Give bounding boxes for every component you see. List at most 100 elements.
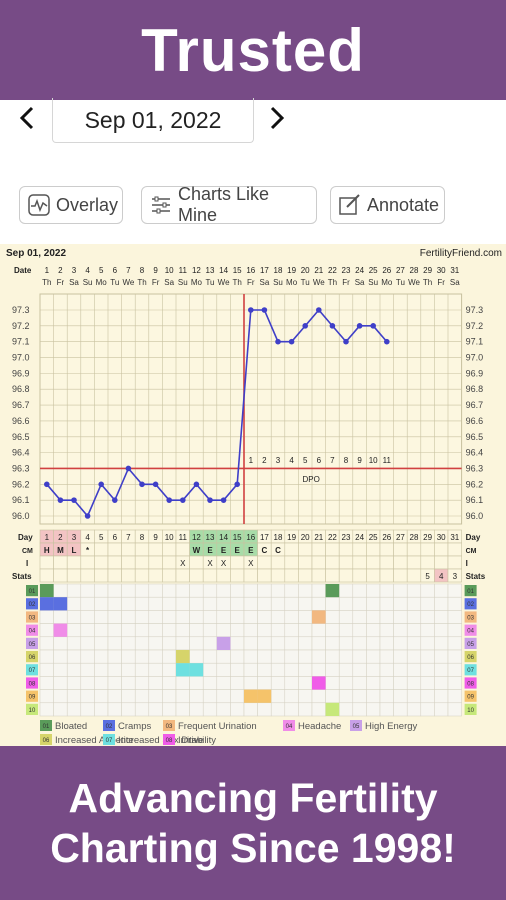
symptom-cell <box>311 583 326 598</box>
stat-code-right: 08 <box>467 681 474 687</box>
symptom-cell <box>406 649 422 664</box>
charts-like-mine-button[interactable]: Charts Like Mine <box>141 184 317 225</box>
symptom-cell <box>230 610 245 624</box>
date-tick: 28 <box>410 266 419 275</box>
symptom-cell <box>80 596 95 611</box>
y-tick-right: 96.9 <box>466 368 484 378</box>
symptom-cell <box>284 583 299 598</box>
symptom-cell <box>162 583 177 598</box>
stats-cell <box>366 568 381 583</box>
symptom-cell <box>175 583 190 598</box>
day-number: 5 <box>99 533 104 542</box>
symptom-cell <box>420 583 435 598</box>
stat-code-swatch-left <box>26 677 38 689</box>
next-date-button[interactable] <box>262 104 292 136</box>
cm-row-label: CM <box>22 548 33 555</box>
promo-headline: Trusted <box>141 16 365 84</box>
i-cell <box>80 555 95 570</box>
symptom-cell <box>148 610 163 624</box>
symptom-cell <box>406 583 422 598</box>
symptom-cell <box>420 610 435 624</box>
previous-date-button[interactable] <box>12 104 42 136</box>
day-number: 24 <box>355 533 364 542</box>
legend-swatch <box>103 734 115 745</box>
symptom-cell <box>121 596 136 611</box>
symptom-cell <box>230 702 245 717</box>
symptom-cell <box>107 702 122 717</box>
i-cell <box>39 555 54 570</box>
i-cell <box>434 555 449 570</box>
symptom-cell <box>379 702 394 717</box>
stat-code-left: 06 <box>29 655 36 661</box>
symptom-cell <box>366 676 381 690</box>
annotate-button[interactable]: Annotate <box>330 186 445 224</box>
symptom-cell <box>325 662 340 677</box>
legend-code: 08 <box>166 738 173 744</box>
symptom-cell <box>393 636 408 651</box>
i-cell <box>447 555 462 570</box>
symptom-cell <box>434 649 449 664</box>
symptom-cell <box>270 636 286 651</box>
symptom-cell <box>311 623 326 638</box>
weekday-tick: Sa <box>450 278 460 287</box>
i-cell <box>134 555 150 570</box>
stats-cell <box>325 568 340 583</box>
symptom-cell <box>352 610 367 624</box>
i-cell <box>66 555 82 570</box>
symptom-cell <box>284 610 299 624</box>
symptom-cell <box>257 702 272 717</box>
symptom-cell <box>39 662 54 677</box>
y-tick-left: 96.6 <box>12 416 30 426</box>
cm-code: C <box>262 546 268 555</box>
symptom-cell <box>338 583 354 598</box>
symptom-cell <box>257 649 272 664</box>
temperature-point <box>152 481 159 488</box>
symptom-cell <box>107 636 122 651</box>
day-row-label-right: Day <box>466 533 481 542</box>
symptom-cell <box>175 610 190 624</box>
symptom-cell <box>230 676 245 690</box>
legend-code: 03 <box>166 724 173 730</box>
symptom-cell <box>434 583 449 598</box>
symptom-cell <box>338 676 354 690</box>
symptom-cell <box>134 689 150 704</box>
symptom-cell <box>66 623 82 638</box>
symptom-cell <box>230 636 245 651</box>
symptom-cell <box>134 676 150 690</box>
edit-note-icon <box>339 194 360 215</box>
y-tick-right: 97.0 <box>466 353 484 363</box>
dpo-number: 11 <box>383 456 392 465</box>
overlay-button[interactable]: Overlay <box>19 186 123 224</box>
symptom-cell <box>216 689 231 704</box>
date-tick: 20 <box>301 266 310 275</box>
date-tick: 3 <box>72 266 77 275</box>
symptom-mark <box>40 584 54 598</box>
i-cell <box>94 555 109 570</box>
stat-code-right: 03 <box>467 615 474 621</box>
stats-cell <box>202 568 218 583</box>
symptom-cell <box>202 676 218 690</box>
stats-cell <box>66 568 82 583</box>
i-cell <box>298 555 313 570</box>
cm-cell <box>298 542 313 557</box>
date-tick: 10 <box>165 266 174 275</box>
day-number: 29 <box>423 533 432 542</box>
date-tick: 4 <box>85 266 90 275</box>
symptom-cell <box>121 636 136 651</box>
i-cell <box>366 555 381 570</box>
stat-code-right: 07 <box>467 668 474 674</box>
symptom-cell <box>94 583 109 598</box>
symptom-cell <box>80 636 95 651</box>
legend-code: 07 <box>106 738 113 744</box>
symptom-cell <box>393 583 408 598</box>
stats-cell <box>393 568 408 583</box>
weekday-tick: We <box>313 278 325 287</box>
current-date-field[interactable]: Sep 01, 2022 <box>52 98 254 143</box>
cm-cell <box>434 542 449 557</box>
legend-code: 06 <box>43 738 50 744</box>
day-number: 8 <box>140 533 145 542</box>
dpo-number: 3 <box>276 456 281 465</box>
symptom-cell <box>216 596 231 611</box>
day-number: 31 <box>450 533 459 542</box>
